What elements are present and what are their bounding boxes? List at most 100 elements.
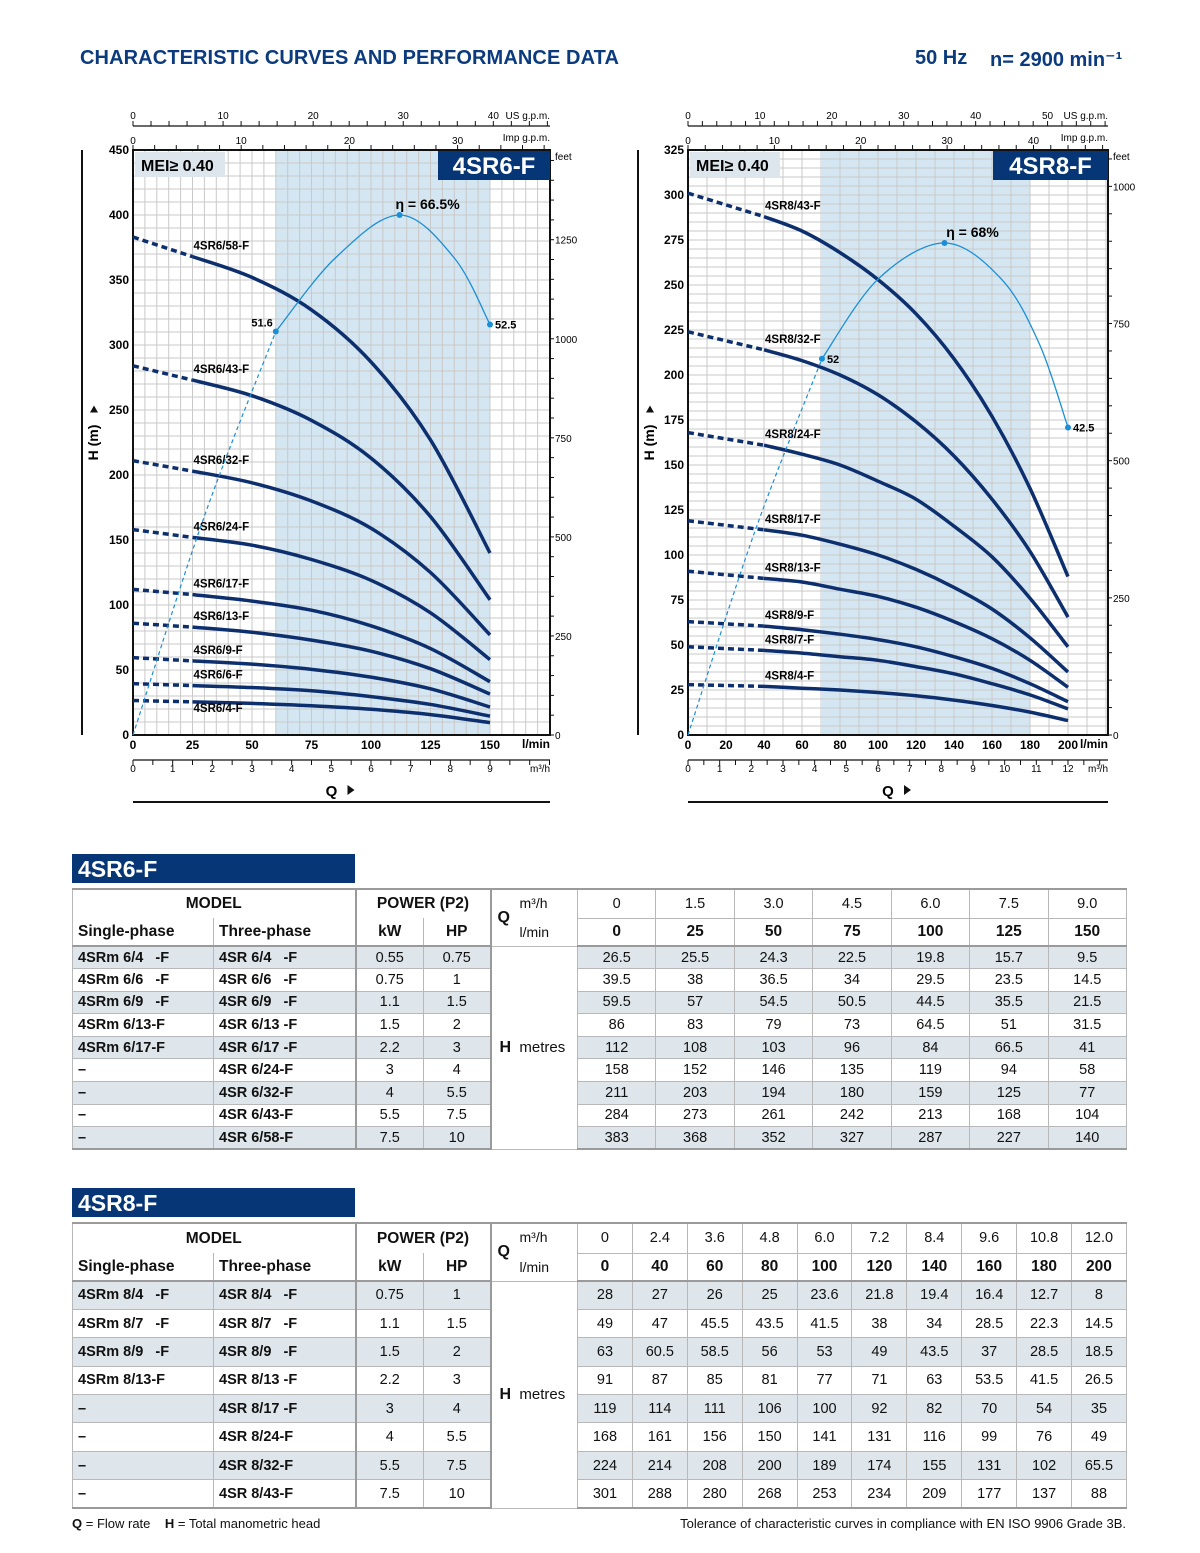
flow-m3h-cell: 3.0 — [733, 888, 814, 919]
pump-curve-label: 4SR6/13-F — [194, 611, 250, 623]
power-hp: 10 — [423, 1126, 491, 1151]
head-value-cell: 45.5 — [686, 1308, 743, 1339]
flow-m3h-cell: 4.8 — [741, 1222, 798, 1254]
flow-lmin-cell: 150 — [1047, 917, 1127, 947]
power-kw: 3 — [354, 1394, 424, 1424]
flow-lmin-cell: 50 — [733, 917, 814, 947]
us-gpm-tick-label: 30 — [398, 111, 410, 122]
x-unit-label: l/min — [1080, 737, 1108, 751]
table-row: 4SRm 8/13-F 4SR 8/13 -F 2.2 3 91 87 85 81 77 71 63… — [72, 1365, 1127, 1396]
head-value-cell: 41.5 — [1016, 1365, 1073, 1396]
head-value-cell: 71 — [851, 1365, 908, 1396]
head-value-cell: 81 — [741, 1365, 798, 1396]
m3h-unit-label: m³/h — [1088, 764, 1108, 775]
head-value-cell: 125 — [969, 1081, 1049, 1105]
pump-curve-dashed — [687, 645, 765, 653]
single-phase-model: 4SRm 6/17-F — [72, 1035, 214, 1060]
single-phase-model: 4SRm 8/9 -F — [72, 1337, 214, 1367]
power-hp: 1.5 — [423, 1308, 491, 1339]
y-tick-label: 125 — [664, 503, 684, 517]
mei-box — [135, 152, 225, 177]
head-value-cell: 53.5 — [961, 1365, 1018, 1396]
feet-tick-label: 250 — [555, 632, 572, 643]
hp-header: HP — [423, 1253, 491, 1282]
chart-4sr8-f: MEI≥ 0.40 4SR8-F0255075100125150175200225… — [637, 111, 1136, 803]
head-value-cell: 214 — [631, 1450, 688, 1481]
m3h-tick-label: 2 — [749, 764, 755, 775]
head-value-cell: 22.5 — [812, 945, 892, 970]
pump-curve-label: 4SR8/9-F — [765, 610, 814, 622]
pump-curve-dashed — [132, 655, 193, 663]
head-value-cell: 54 — [1016, 1394, 1073, 1424]
y-tick-label: 25 — [671, 683, 685, 697]
pump-curve-dashed — [132, 681, 193, 688]
single-phase-model: 4SRm 6/4 -F — [72, 945, 214, 970]
pump-curve-dashed — [132, 235, 194, 259]
y-tick-label: 150 — [664, 458, 684, 472]
head-value-cell: 31.5 — [1047, 1013, 1127, 1037]
x-tick-label: 150 — [480, 738, 500, 752]
pump-curve-dashed — [687, 619, 765, 628]
h-label: H — [499, 1385, 512, 1403]
y-tick-label: 325 — [664, 143, 684, 157]
y-tick-label: 175 — [664, 413, 684, 427]
pump-curve-label: 4SR8/32-F — [765, 334, 821, 346]
plot-frame — [132, 149, 551, 736]
table-row: 4SRm 8/4 -F 4SR 8/4 -F 0.75 1 H metres 28 27 26… — [72, 1280, 1127, 1509]
us-gpm-tick-label: 20 — [308, 111, 320, 122]
pump-curve-4sr8-13-f: 4SR8/13-F — [687, 562, 1070, 689]
m3h-tick-label: 8 — [448, 764, 454, 775]
flow-lmin-cell: 75 — [812, 917, 892, 947]
feet-tick-label: 1000 — [1113, 182, 1136, 193]
power-kw: 0.75 — [354, 968, 424, 992]
head-value-cell: 84 — [890, 1035, 971, 1060]
arrow-right-icon — [347, 785, 355, 795]
flow-m3h-cell: 9.0 — [1047, 888, 1127, 919]
power-hp: 2 — [423, 1013, 491, 1037]
head-value-cell: 26.5 — [576, 945, 657, 970]
flow-lmin-cell: 180 — [1016, 1252, 1073, 1282]
head-value-cell: 19.8 — [890, 945, 971, 970]
feet-tick-label: 1250 — [555, 236, 578, 247]
pump-curve-line — [763, 576, 1070, 689]
feet-tick-label: 0 — [555, 731, 561, 742]
head-value-cell: 119 — [577, 1394, 633, 1424]
pump-curve-dashed — [132, 527, 193, 540]
efficiency-point — [818, 355, 825, 362]
us-gpm-tick-label: 40 — [488, 111, 500, 122]
q-label: Q — [497, 1243, 510, 1261]
head-value-cell: 23.6 — [796, 1280, 853, 1310]
head-value-cell: 104 — [1047, 1103, 1127, 1128]
pump-curve-4sr6-32-f: 4SR6/32-F — [132, 455, 492, 637]
flow-lmin-cell: 25 — [655, 917, 735, 947]
head-value-cell: 116 — [906, 1422, 963, 1452]
head-value-cell: 168 — [969, 1103, 1049, 1128]
head-value-cell: 36.5 — [733, 968, 814, 992]
table-title-4sr8: 4SR8-F — [72, 1188, 355, 1217]
head-value-cell: 41.5 — [796, 1308, 853, 1339]
efficiency-curve-dashed — [132, 331, 277, 736]
head-value-cell: 8 — [1071, 1280, 1127, 1310]
head-value-cell: 34 — [906, 1308, 963, 1339]
power-kw: 2.2 — [354, 1365, 424, 1396]
mei-box — [690, 152, 780, 177]
m3h-tick-label: 5 — [329, 764, 335, 775]
us-gpm-tick-label: 20 — [826, 111, 838, 122]
head-value-cell: 273 — [655, 1103, 735, 1128]
head-value-cell: 137 — [1016, 1479, 1073, 1510]
head-value-cell: 77 — [796, 1365, 853, 1396]
imp-gpm-unit-label: Imp g.p.m. — [503, 133, 550, 144]
q-label: Q — [497, 908, 510, 926]
table-row: 4SRm 6/9 -F 4SR 6/9 -F 1.1 1.5 59.5 57 54.5 50.… — [72, 990, 1127, 1015]
power-hp: 2 — [423, 1337, 491, 1367]
pump-curve-label: 4SR8/7-F — [765, 634, 814, 646]
pump-curve-4sr6-13-f: 4SR6/13-F — [132, 611, 491, 696]
head-value-cell: 53 — [796, 1337, 853, 1367]
head-value-cell: 156 — [686, 1422, 743, 1452]
head-value-cell: 194 — [733, 1081, 814, 1105]
flow-lmin-cell: 125 — [969, 917, 1049, 947]
pump-curve-label: 4SR6/4-F — [194, 703, 243, 715]
efficiency-point — [396, 212, 403, 218]
head-value-cell: 159 — [890, 1081, 971, 1105]
head-value-cell: 213 — [890, 1103, 971, 1128]
